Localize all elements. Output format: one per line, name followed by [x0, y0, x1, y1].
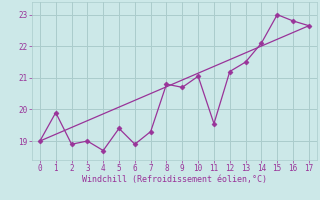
X-axis label: Windchill (Refroidissement éolien,°C): Windchill (Refroidissement éolien,°C) — [82, 175, 267, 184]
